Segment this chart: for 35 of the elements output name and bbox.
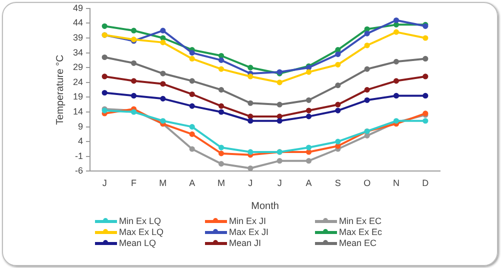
y-tick-label: -1 (74, 150, 84, 161)
y-tick-label: 49 (72, 2, 84, 13)
x-tick-label: A (189, 178, 196, 188)
x-tick-label: D (422, 178, 430, 188)
legend-label: Max Ex Ec (339, 227, 382, 237)
y-tick-label: 24 (72, 76, 84, 87)
y-tick-label: 4 (78, 136, 84, 146)
y-tick-label: 19 (72, 92, 84, 102)
y-tick-label: 29 (72, 62, 84, 72)
x-tick-label: M (218, 178, 226, 188)
legend-label: Mean EC (339, 238, 377, 248)
y-tick-label: 9 (78, 121, 84, 132)
legend-label: Max Ex LQ (119, 227, 164, 237)
legend-label: Min Ex LQ (119, 216, 162, 226)
x-tick-label: S (334, 178, 341, 188)
x-tick-label: J (277, 178, 282, 188)
legend-label: Max Ex JI (229, 227, 269, 237)
x-tick-label: J (248, 178, 253, 188)
x-tick-label: N (393, 178, 400, 188)
x-tick-label: A (306, 178, 312, 188)
y-axis-title: Temperature °C (54, 54, 66, 125)
y-tick-label: 14 (72, 106, 84, 116)
x-tick-label: F (131, 178, 138, 188)
x-tick-label: M (159, 178, 167, 188)
x-tick-label: O (364, 178, 371, 188)
y-tick-label: -6 (74, 166, 84, 176)
legend-label: Mean LQ (119, 238, 156, 248)
y-tick-label: 39 (72, 32, 84, 42)
legend-label: Mean JI (229, 238, 262, 248)
y-tick-label: 44 (72, 18, 84, 28)
y-tick-label: 34 (72, 47, 84, 58)
x-axis-title: Month (251, 200, 279, 212)
legend-label: Min Ex EC (339, 216, 382, 226)
legend-label: Min Ex JI (229, 216, 266, 226)
x-tick-label: J (102, 178, 107, 188)
